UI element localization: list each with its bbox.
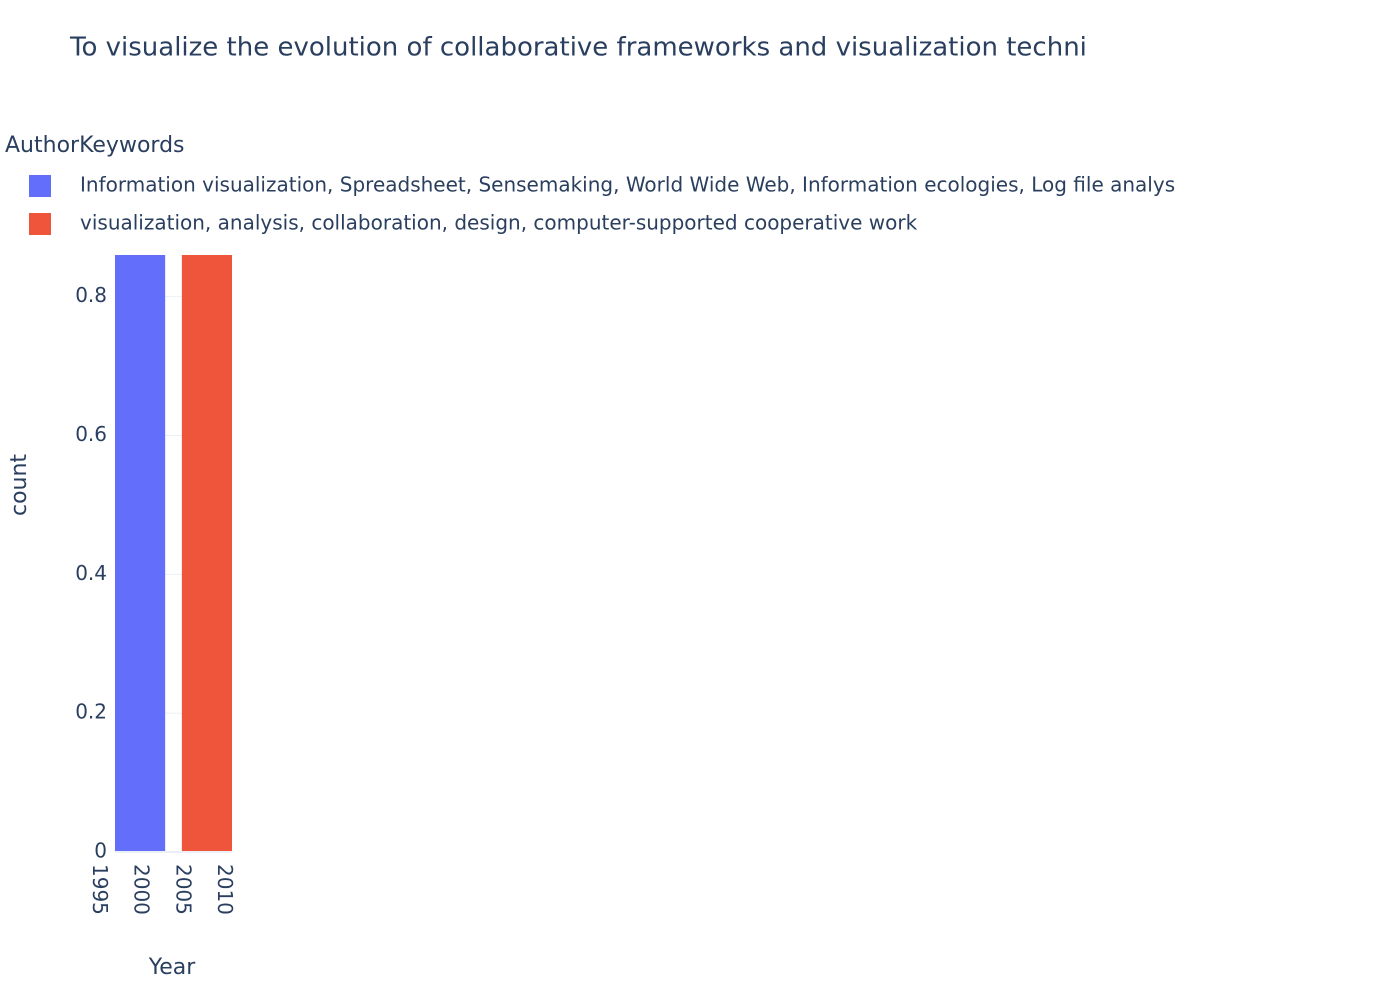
- y-axis-label: count: [7, 454, 32, 516]
- legend-swatch: [29, 175, 51, 197]
- y-tick-label: 0.8: [75, 283, 107, 307]
- bar: [115, 255, 166, 852]
- y-tick-label: 0.6: [75, 422, 107, 446]
- x-tick-label: 2000: [130, 864, 154, 915]
- x-tick-label: 2005: [171, 864, 195, 915]
- plot-area: [115, 255, 232, 852]
- chart-title: To visualize the evolution of collaborat…: [69, 33, 1087, 63]
- y-tick-label: 0: [94, 839, 107, 863]
- legend-label: Information visualization, Spreadsheet, …: [80, 173, 1175, 197]
- legend-swatch: [29, 213, 51, 235]
- y-tick-label: 0.2: [75, 700, 107, 724]
- legend-label: visualization, analysis, collaboration, …: [80, 211, 918, 235]
- y-tick-label: 0.4: [75, 561, 107, 585]
- x-tick-label: 2010: [213, 864, 237, 915]
- x-tick-label: 1995: [88, 864, 112, 915]
- legend-title: AuthorKeywords: [5, 133, 185, 158]
- bar: [181, 255, 232, 852]
- x-axis-label: Year: [148, 955, 197, 980]
